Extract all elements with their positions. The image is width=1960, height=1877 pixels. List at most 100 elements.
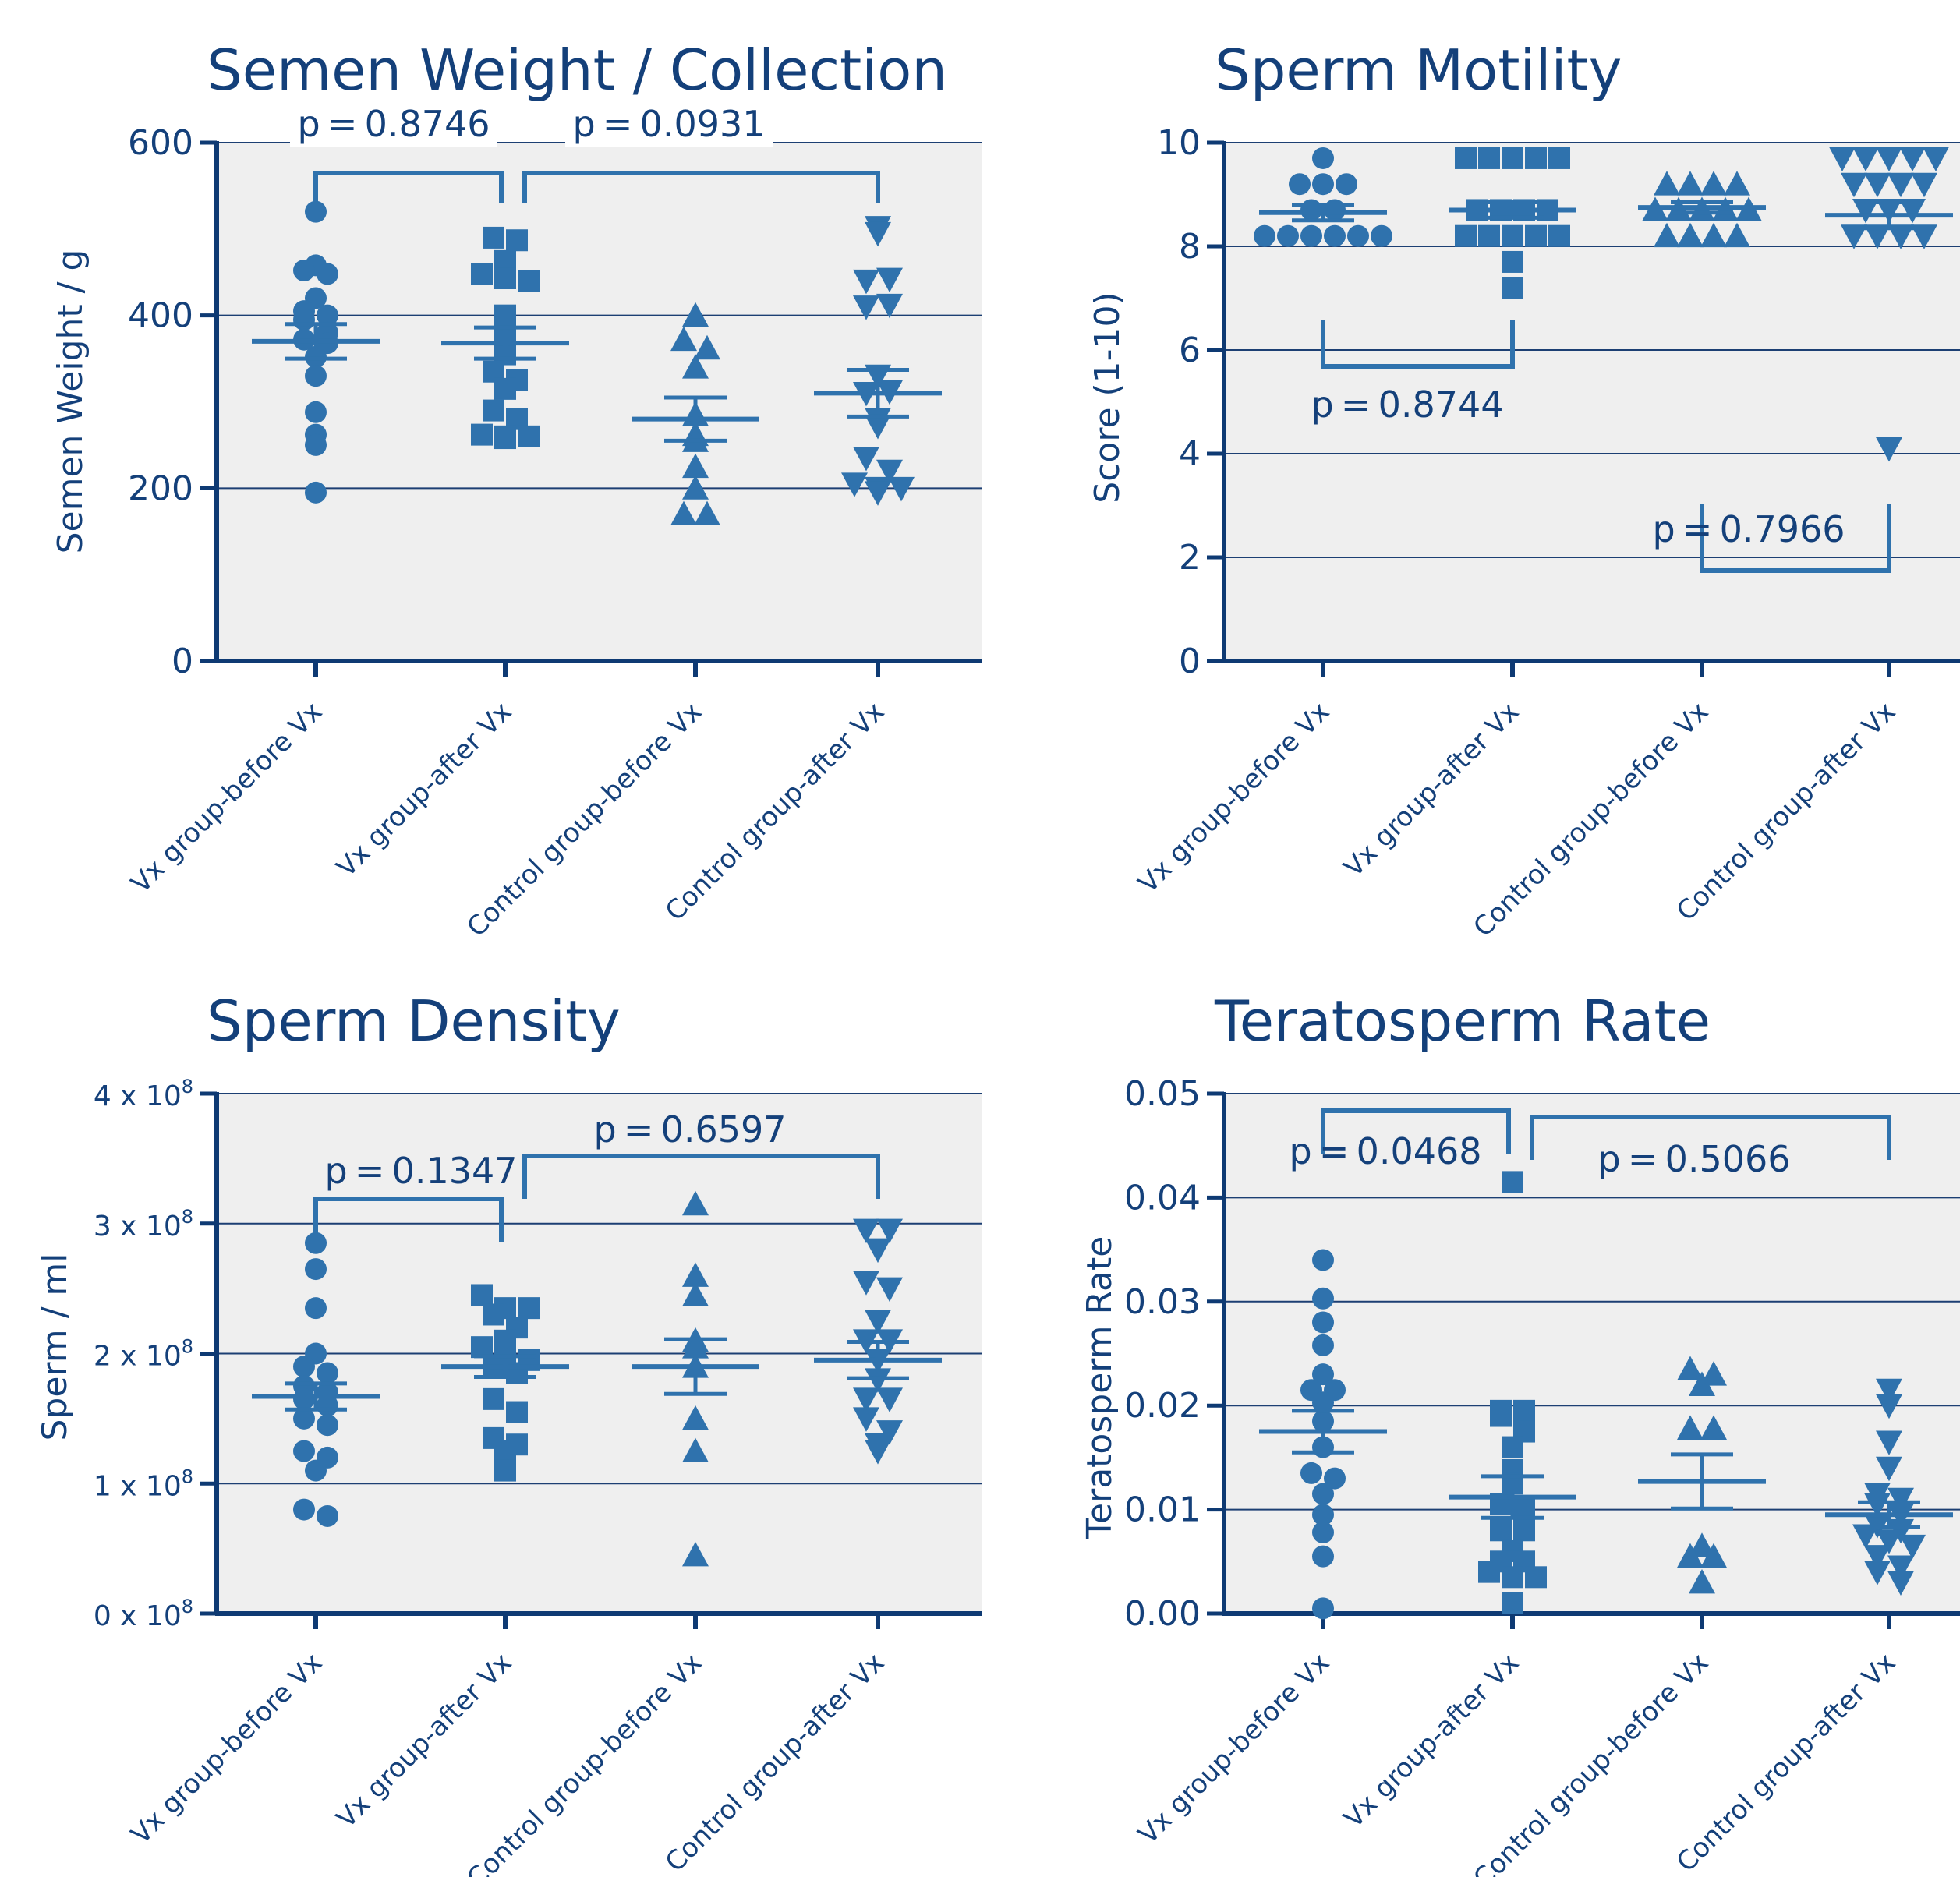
y-axis-label: Semen Weight / g: [51, 249, 90, 554]
data-point: [293, 1498, 315, 1521]
data-point: [1525, 1566, 1547, 1589]
plot-area: [217, 143, 982, 661]
data-point: [1502, 1436, 1523, 1458]
y-tick-label: 2 x 108: [94, 1336, 193, 1373]
series-group-4: [814, 216, 942, 506]
data-point: [518, 425, 540, 447]
p-value-backdrop: [290, 105, 497, 147]
data-point: [865, 1238, 891, 1264]
data-point: [682, 1437, 709, 1463]
data-point: [841, 472, 868, 497]
series-group-2: [1449, 1171, 1576, 1614]
data-point: [1700, 1543, 1727, 1568]
x-tick-label: Vx group-before Vx: [1133, 696, 1336, 900]
data-point: [518, 270, 540, 292]
data-point: [1336, 173, 1357, 196]
y-tick-label: 0.03: [1124, 1282, 1201, 1322]
data-point: [293, 1387, 315, 1410]
data-point: [1513, 1519, 1535, 1542]
p-value-label: p = 0.1347: [324, 1150, 517, 1192]
data-point: [1887, 1571, 1914, 1596]
series-group-1: [252, 1232, 380, 1527]
data-point: [876, 293, 903, 319]
comparison-bracket-1: p = 0.8746: [290, 103, 504, 203]
data-point: [1289, 173, 1311, 196]
data-point: [305, 481, 327, 504]
y-tick-label: 0.05: [1124, 1074, 1201, 1114]
data-point: [1312, 1249, 1334, 1271]
data-point: [1347, 224, 1369, 247]
data-point: [1324, 1467, 1346, 1490]
data-point: [1911, 172, 1937, 198]
data-point: [876, 1387, 903, 1412]
data-point: [1312, 1521, 1334, 1543]
data-point: [1887, 1487, 1914, 1513]
data-point: [305, 401, 327, 423]
data-point: [293, 309, 315, 331]
p-value-label: p = 0.8746: [297, 103, 490, 145]
y-tick-label: 0.04: [1124, 1178, 1201, 1218]
data-point: [1490, 1519, 1512, 1542]
data-point: [1841, 172, 1867, 198]
data-point: [865, 1368, 891, 1393]
data-point: [1300, 224, 1322, 247]
data-point: [1876, 1529, 1902, 1554]
data-point: [1502, 1592, 1523, 1614]
data-point: [1502, 147, 1523, 169]
bracket-line: [1321, 320, 1515, 369]
data-point: [876, 1420, 903, 1445]
chart-panel-2: Sperm Motility Score (1-10) 0 2 4 6 8 10 Vx grou…: [1088, 37, 1960, 943]
comparison-bracket-2: p = 0.5066: [1530, 1115, 1891, 1180]
y-tick-label: 0.02: [1124, 1386, 1201, 1426]
data-point: [1864, 1561, 1891, 1585]
data-point: [305, 1297, 327, 1320]
data-point: [694, 334, 720, 360]
y-tick-label: 400: [128, 296, 193, 336]
bracket-line: [313, 1197, 504, 1242]
p-value-label: p = 0.7966: [1652, 508, 1845, 550]
data-point: [293, 260, 315, 282]
data-point: [1548, 224, 1570, 247]
data-point: [1887, 1555, 1914, 1580]
y-tick-label: 2: [1179, 538, 1201, 578]
data-point: [305, 433, 327, 456]
data-point: [1312, 1334, 1334, 1356]
data-point: [1887, 172, 1914, 198]
series-group-3: [632, 302, 759, 526]
data-point: [888, 476, 915, 502]
data-point: [876, 1218, 903, 1244]
data-point: [1455, 224, 1477, 247]
data-point: [483, 1387, 504, 1410]
data-point: [483, 226, 504, 249]
data-point: [1923, 147, 1949, 171]
comparison-bracket-1: p = 0.0468: [1289, 1108, 1511, 1172]
data-point: [1312, 1504, 1334, 1526]
plot-area: [1224, 1094, 1960, 1614]
data-point: [506, 229, 528, 252]
data-point: [1876, 437, 1902, 462]
data-point: [1502, 1566, 1523, 1589]
x-tick-label: Vx group-before Vx: [126, 1647, 329, 1850]
data-point: [1887, 224, 1914, 249]
data-point: [494, 427, 516, 450]
comparison-bracket-2: p = 0.7966: [1652, 504, 1891, 573]
data-point: [1899, 1534, 1926, 1560]
chart-panel-1: Semen Weight / Collection Semen Weight / …: [51, 37, 982, 943]
data-point: [1502, 277, 1523, 299]
data-point: [1312, 147, 1334, 169]
data-point: [1525, 147, 1547, 169]
y-tick-label: 4: [1179, 434, 1201, 474]
y-tick-label: 0.00: [1124, 1594, 1201, 1634]
chart-panel-3: Sperm Density Sperm / ml 0 x 108 1 x 108 2 x…: [35, 988, 982, 1877]
x-tick-label: Vx group-after Vx: [1338, 696, 1525, 883]
data-point: [682, 302, 709, 327]
p-value-label: p = 0.0468: [1289, 1130, 1481, 1172]
data-point: [865, 221, 891, 247]
data-point: [317, 1414, 338, 1437]
x-tick-label: Vx group-after Vx: [331, 1647, 518, 1834]
series-group-4: [1825, 147, 1953, 462]
y-axis-label: Sperm / ml: [35, 1253, 75, 1441]
data-point: [1478, 1561, 1500, 1583]
comparison-bracket-1: p = 0.8744: [1311, 320, 1515, 426]
